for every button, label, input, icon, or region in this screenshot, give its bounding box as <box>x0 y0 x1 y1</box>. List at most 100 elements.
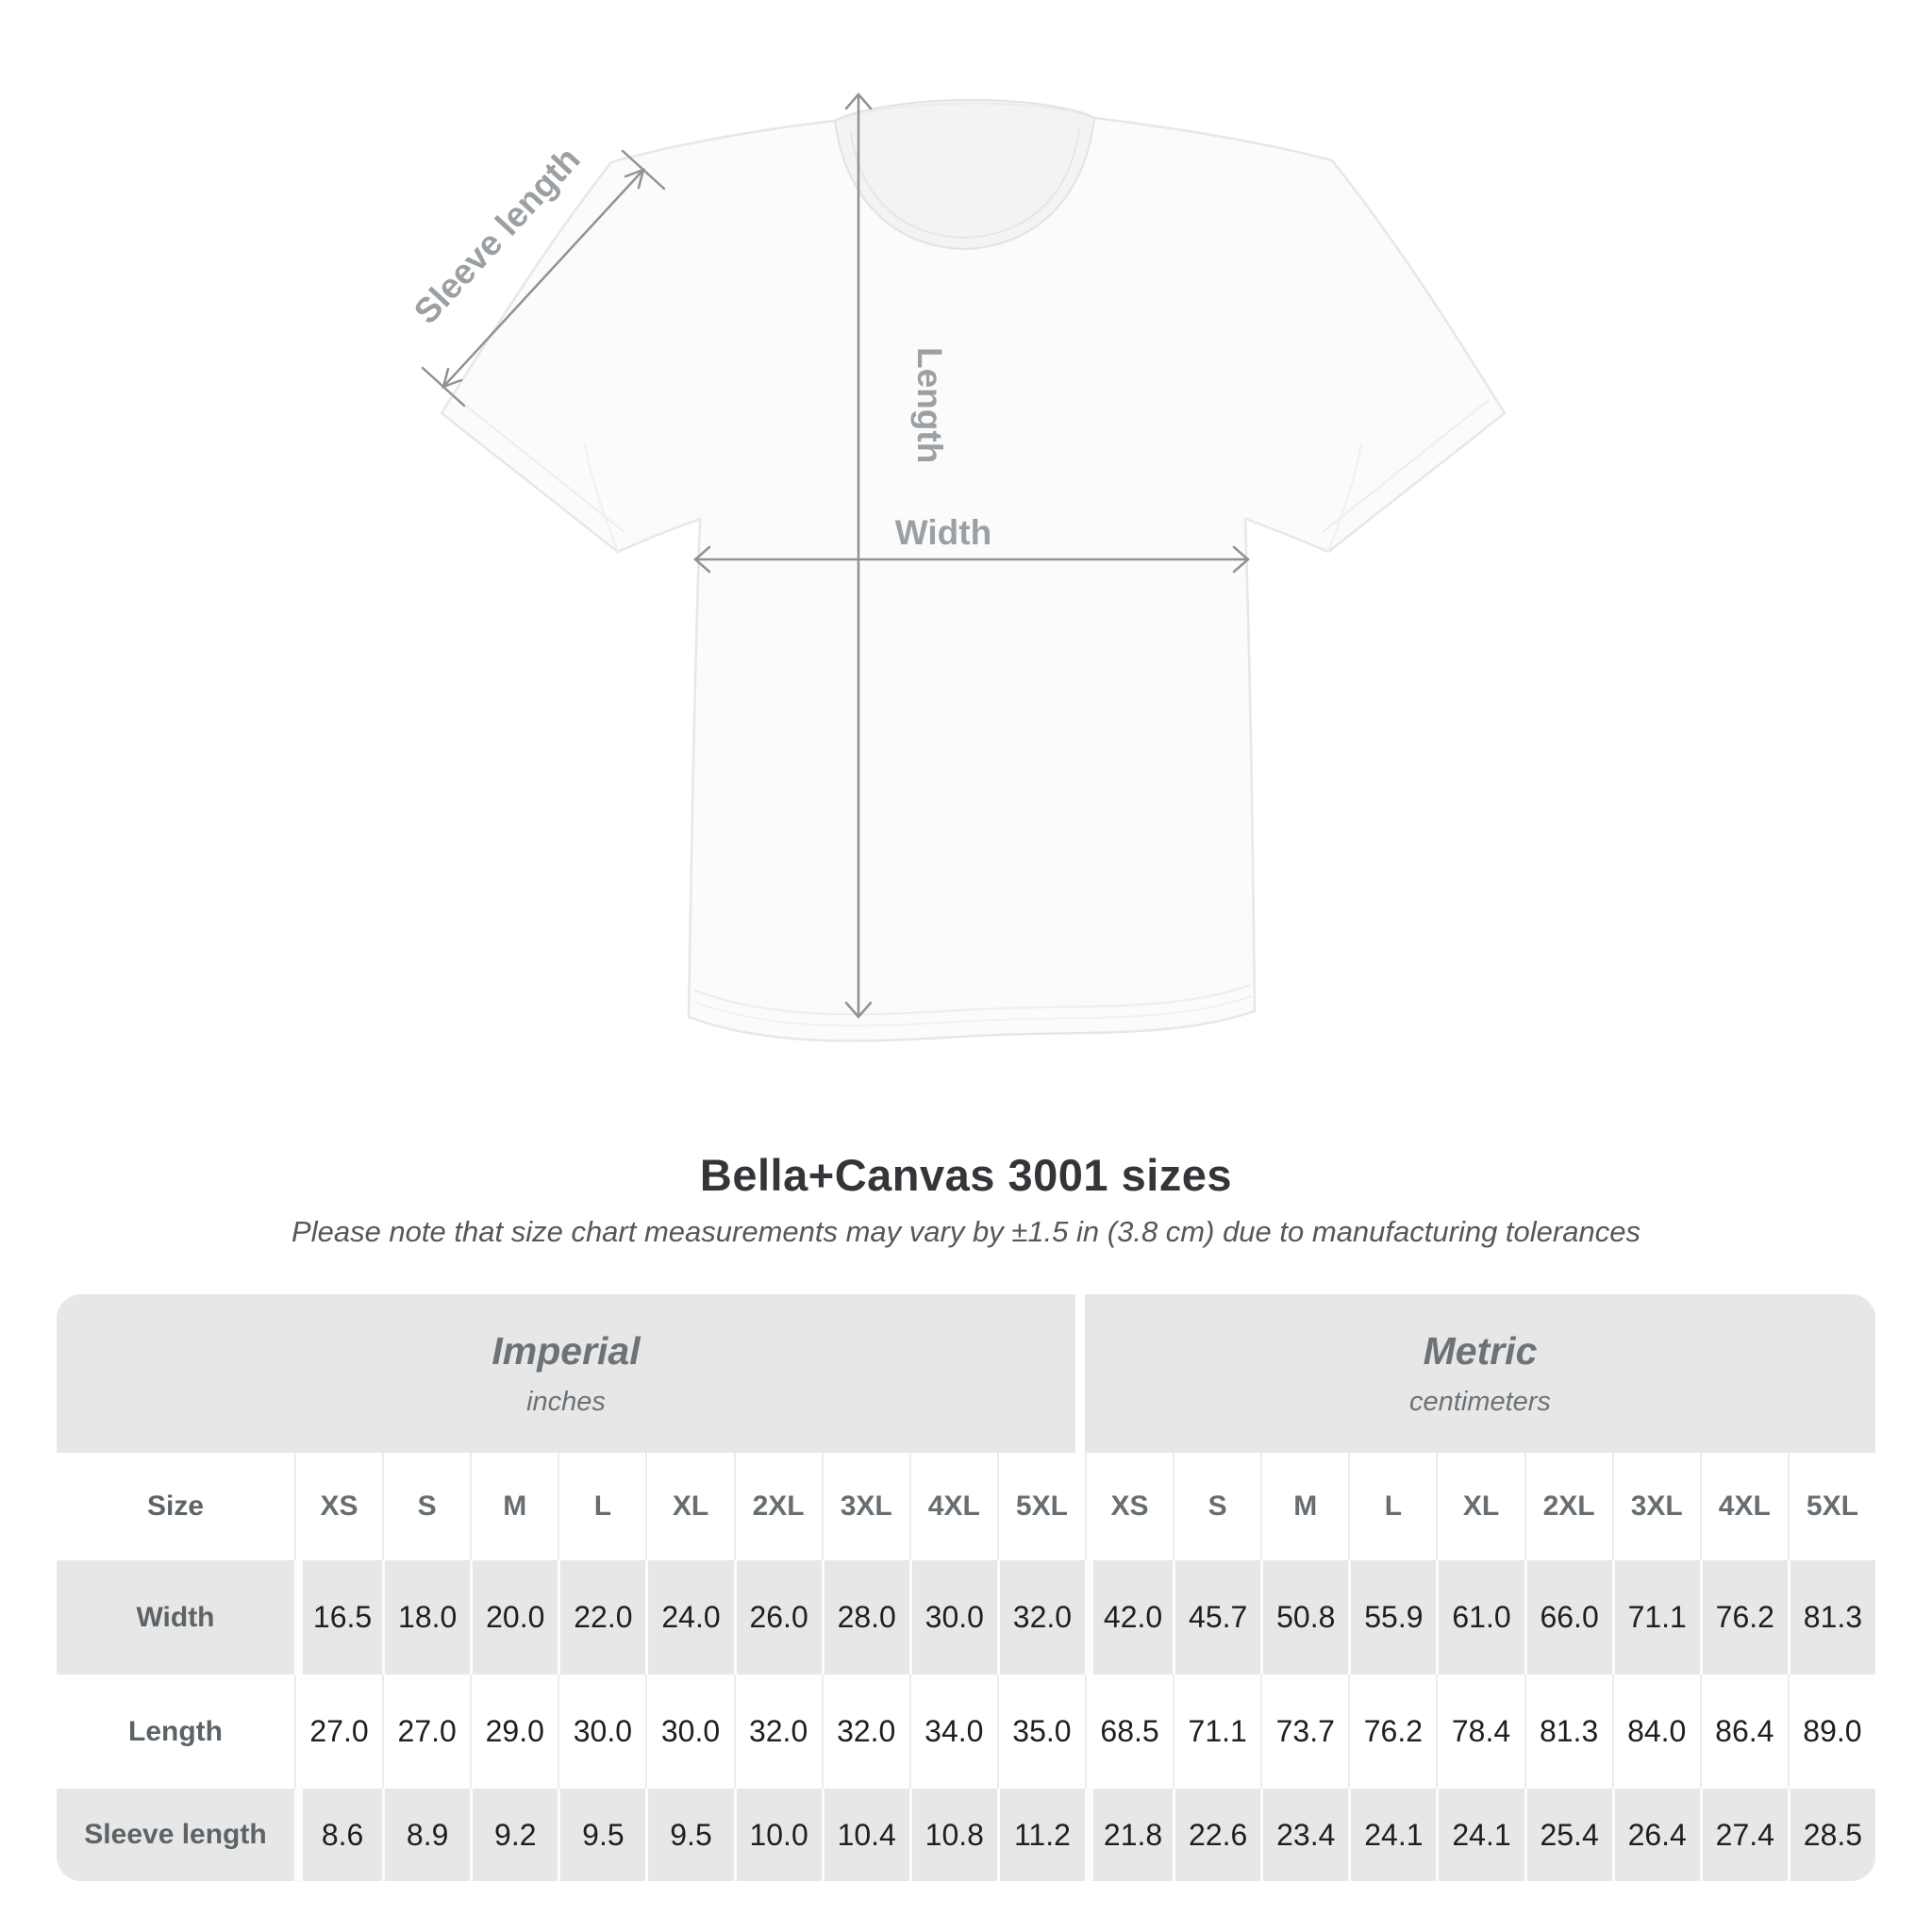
value-cell: 34.0 <box>908 1674 997 1789</box>
value-cell: 26.0 <box>733 1560 822 1674</box>
value-cell: 23.4 <box>1260 1789 1349 1881</box>
value-cell: 71.1 <box>1173 1674 1261 1789</box>
length-arrow <box>844 92 873 1019</box>
value-cell: 11.2 <box>996 1789 1085 1881</box>
length-label: Length <box>910 347 949 463</box>
value-cell: 29.0 <box>470 1674 558 1789</box>
size-header-imperial-s: S <box>382 1453 471 1560</box>
metric-band-title: Metric <box>1423 1329 1538 1373</box>
value-cell: 50.8 <box>1260 1560 1349 1674</box>
value-cell: 78.4 <box>1436 1674 1524 1789</box>
value-cell: 8.6 <box>294 1789 383 1881</box>
tshirt-graphic <box>440 98 1507 1042</box>
width-label: Width <box>895 513 991 552</box>
tshirt-neck-opening <box>833 98 1096 251</box>
tshirt-measurement-diagram: Sleeve length Length Width <box>407 92 1507 1042</box>
value-cell: 20.0 <box>470 1560 558 1674</box>
value-cell: 27.0 <box>294 1674 383 1789</box>
tolerance-note: Please note that size chart measurements… <box>291 1215 1641 1248</box>
tshirt-hem-seam <box>693 984 1252 1016</box>
value-cell: 76.2 <box>1348 1674 1437 1789</box>
page-title: Bella+Canvas 3001 sizes <box>699 1150 1233 1200</box>
value-cell: 30.0 <box>558 1674 646 1789</box>
value-cell: 35.0 <box>996 1674 1085 1789</box>
size-header-imperial-5xl: 5XL <box>996 1453 1085 1560</box>
size-table: Imperial inches Metric centimeters Size X… <box>57 1294 1875 1881</box>
sleeve-length-arrow <box>421 149 666 408</box>
value-cell: 61.0 <box>1436 1560 1524 1674</box>
value-cell: 66.0 <box>1524 1560 1612 1674</box>
metric-band: Metric centimeters <box>1085 1294 1875 1453</box>
value-cell: 27.4 <box>1699 1789 1788 1881</box>
tshirt-hem-seam-2 <box>692 995 1253 1027</box>
value-cell: 8.9 <box>382 1789 471 1881</box>
value-cell: 30.0 <box>645 1674 734 1789</box>
size-header-metric-s: S <box>1173 1453 1261 1560</box>
value-cell: 16.5 <box>294 1560 383 1674</box>
tshirt-left-cuff-seam <box>458 399 625 533</box>
value-cell: 42.0 <box>1085 1560 1174 1674</box>
value-cell: 32.0 <box>821 1674 909 1789</box>
value-cell: 55.9 <box>1348 1560 1437 1674</box>
value-cell: 28.5 <box>1787 1789 1875 1881</box>
size-header-metric-xl: XL <box>1436 1453 1524 1560</box>
value-cell: 10.4 <box>821 1789 909 1881</box>
size-header-metric-xs: XS <box>1085 1453 1174 1560</box>
tshirt-collar-back-seam <box>841 102 1088 120</box>
size-header-metric-5xl: 5XL <box>1787 1453 1875 1560</box>
value-cell: 9.2 <box>470 1789 558 1881</box>
value-cell: 89.0 <box>1787 1674 1875 1789</box>
width-arrow <box>693 545 1250 574</box>
tshirt-right-armpit-crease <box>1327 442 1362 553</box>
tshirt-left-armpit-crease <box>584 442 619 553</box>
size-header-imperial-xs: XS <box>294 1453 383 1560</box>
value-cell: 22.6 <box>1173 1789 1261 1881</box>
value-cell: 25.4 <box>1524 1789 1612 1881</box>
size-header-metric-4xl: 4XL <box>1699 1453 1788 1560</box>
row-label: Sleeve length <box>57 1789 294 1881</box>
value-cell: 30.0 <box>908 1560 997 1674</box>
size-header-imperial-m: M <box>470 1453 558 1560</box>
imperial-band-units: inches <box>526 1387 606 1417</box>
tshirt-collar-rib <box>850 127 1080 240</box>
value-cell: 18.0 <box>382 1560 471 1674</box>
row-label: Length <box>57 1674 294 1789</box>
value-cell: 10.0 <box>733 1789 822 1881</box>
size-header-imperial-2xl: 2XL <box>733 1453 822 1560</box>
value-cell: 73.7 <box>1260 1674 1349 1789</box>
value-cell: 21.8 <box>1085 1789 1174 1881</box>
tshirt-right-cuff-seam <box>1322 399 1490 533</box>
size-header-imperial-3xl: 3XL <box>821 1453 909 1560</box>
size-header-metric-3xl: 3XL <box>1611 1453 1700 1560</box>
size-header-imperial-4xl: 4XL <box>908 1453 997 1560</box>
value-cell: 45.7 <box>1173 1560 1261 1674</box>
metric-band-units: centimeters <box>1409 1387 1551 1417</box>
imperial-band-title: Imperial <box>491 1329 641 1373</box>
value-cell: 68.5 <box>1085 1674 1174 1789</box>
value-cell: 32.0 <box>996 1560 1085 1674</box>
value-cell: 9.5 <box>645 1789 734 1881</box>
value-cell: 84.0 <box>1611 1674 1700 1789</box>
value-cell: 81.3 <box>1787 1560 1875 1674</box>
value-cell: 10.8 <box>908 1789 997 1881</box>
size-header-metric-2xl: 2XL <box>1524 1453 1612 1560</box>
size-header-metric-l: L <box>1348 1453 1437 1560</box>
value-cell: 22.0 <box>558 1560 646 1674</box>
value-cell: 86.4 <box>1699 1674 1788 1789</box>
value-cell: 9.5 <box>558 1789 646 1881</box>
imperial-band: Imperial inches <box>57 1294 1085 1453</box>
value-cell: 28.0 <box>821 1560 909 1674</box>
row-label: Width <box>57 1560 294 1674</box>
tshirt-body <box>440 100 1507 1042</box>
value-cell: 24.1 <box>1436 1789 1524 1881</box>
measurement-arrows <box>421 92 1250 1019</box>
size-header-metric-m: M <box>1260 1453 1349 1560</box>
value-cell: 76.2 <box>1699 1560 1788 1674</box>
size-header-imperial-xl: XL <box>645 1453 734 1560</box>
value-cell: 26.4 <box>1611 1789 1700 1881</box>
size-header-imperial-l: L <box>558 1453 646 1560</box>
value-cell: 24.0 <box>645 1560 734 1674</box>
size-column-header: Size <box>57 1453 294 1560</box>
value-cell: 27.0 <box>382 1674 471 1789</box>
